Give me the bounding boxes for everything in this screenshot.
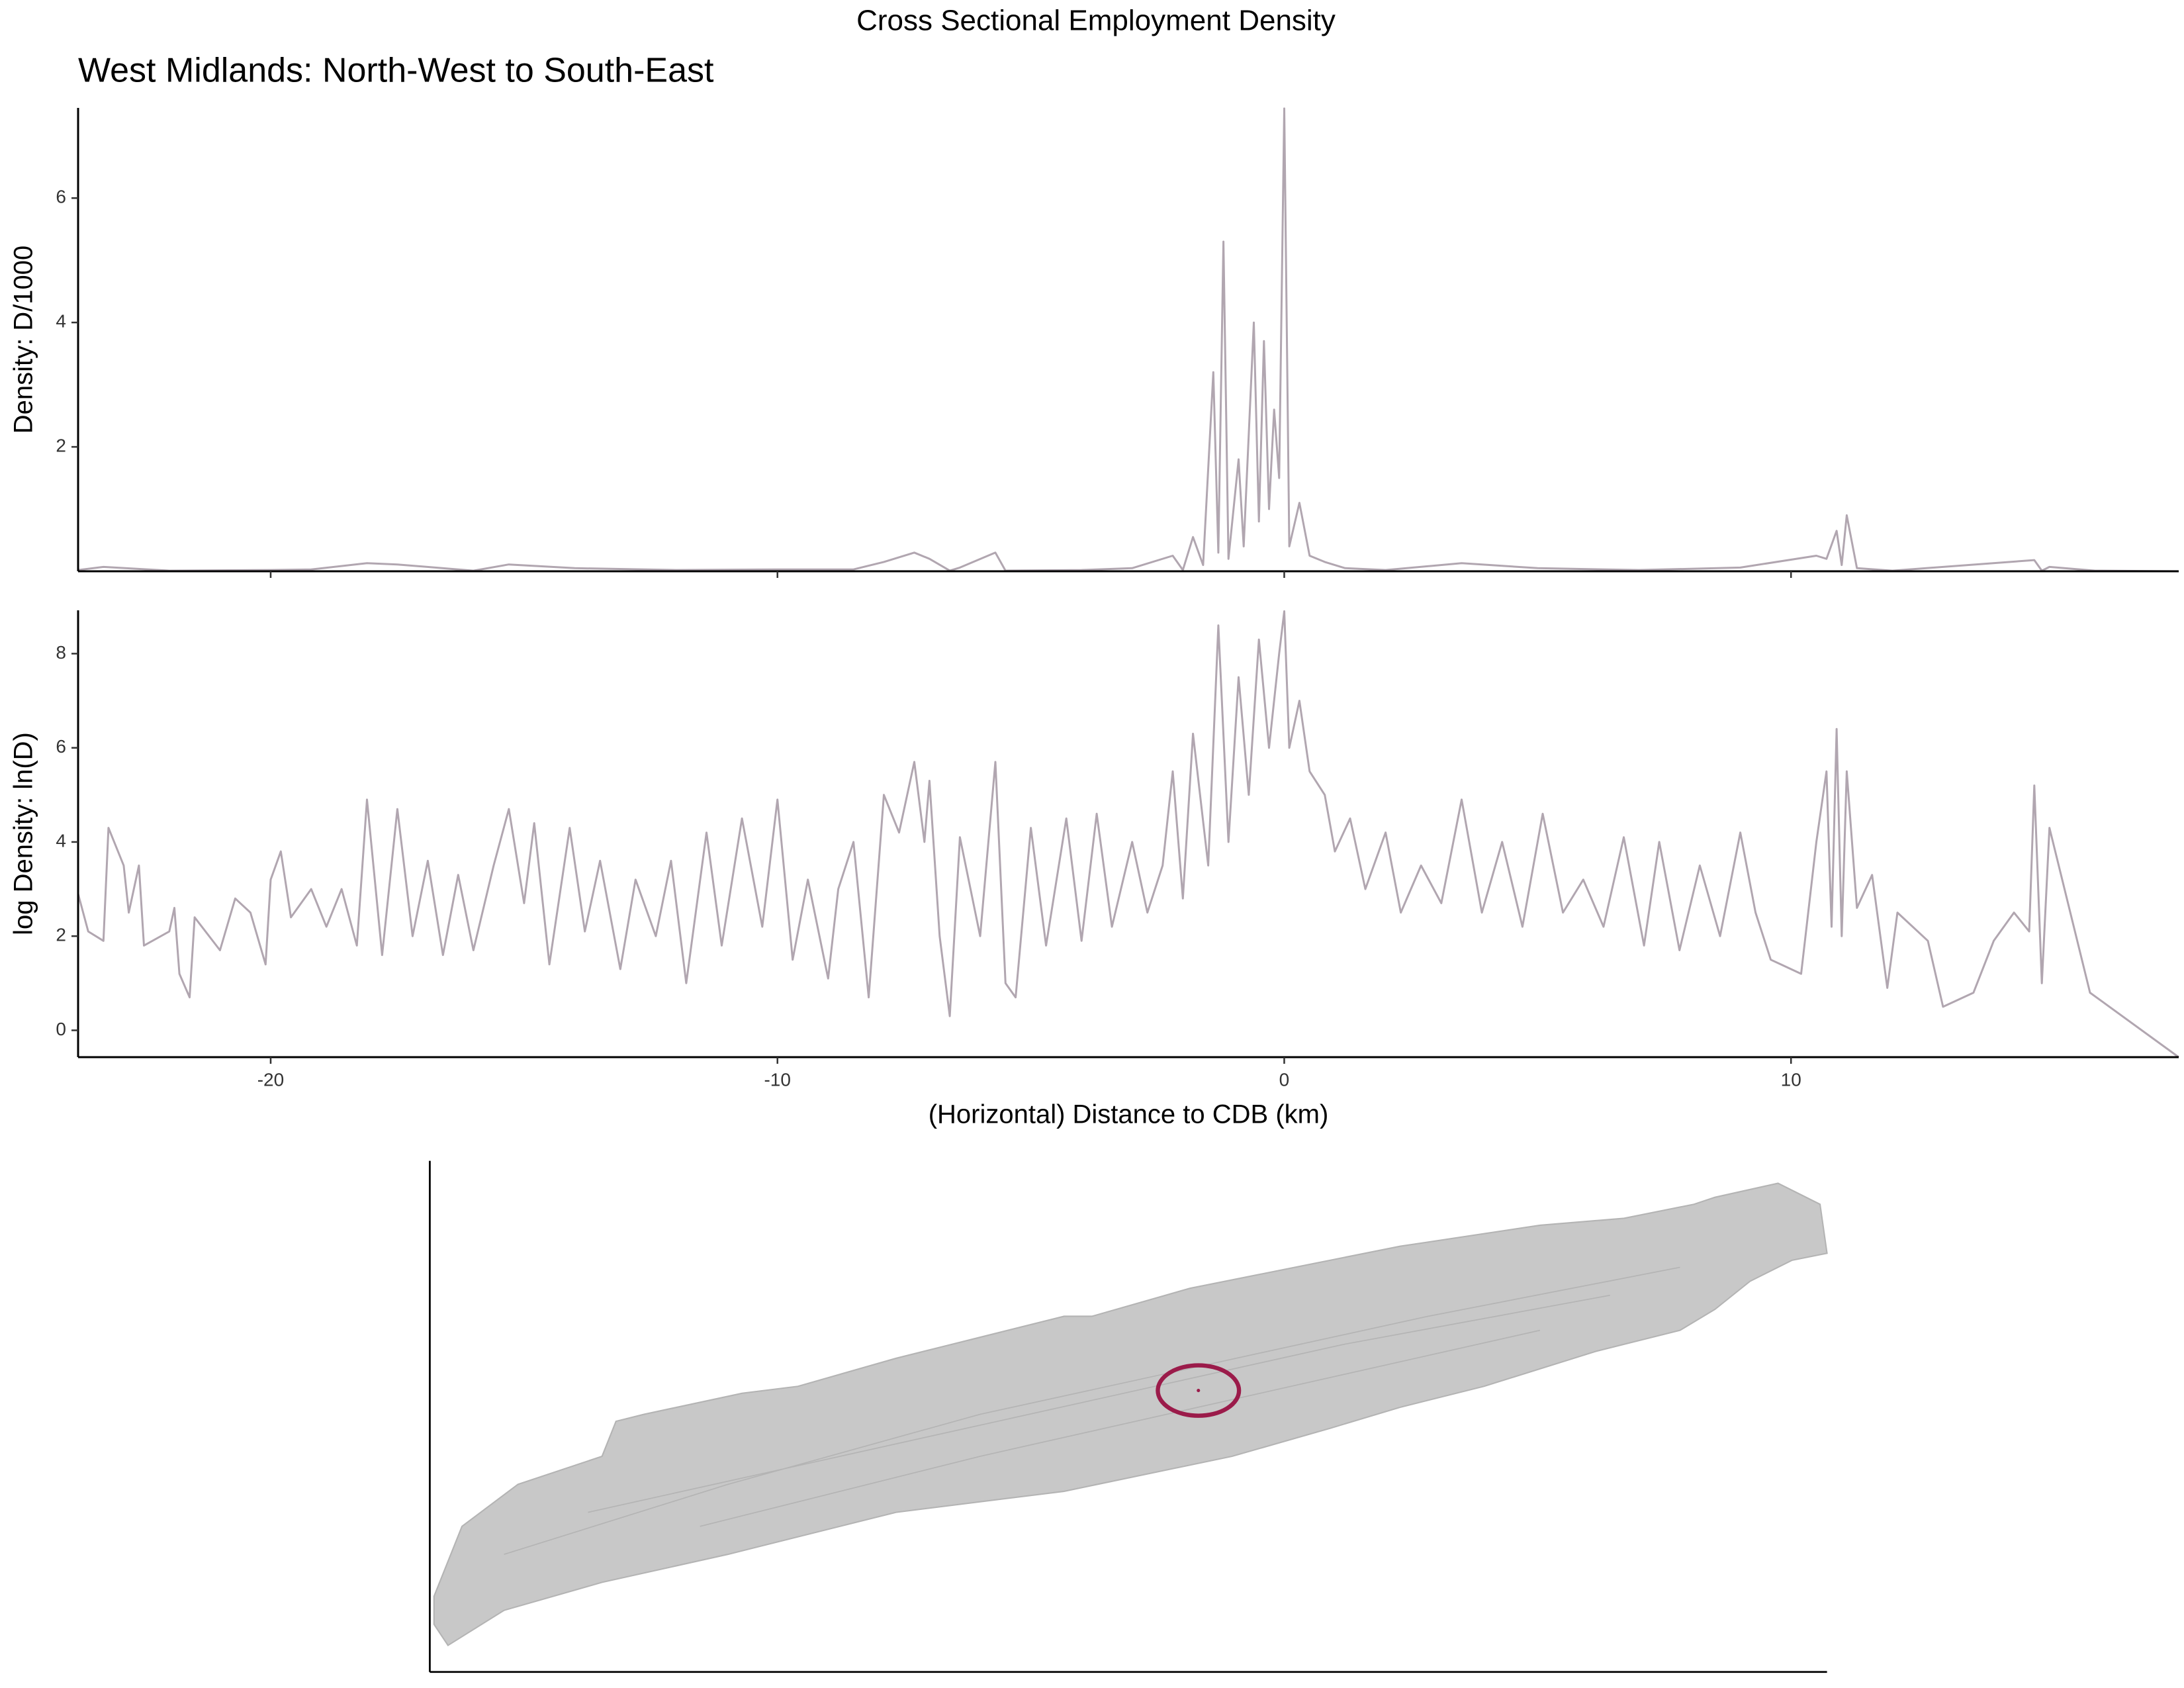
y-tick-label: 4 [56,830,66,851]
chart-title: Cross Sectional Employment Density [856,5,1336,37]
x-tick-label: -20 [257,1069,284,1090]
y-axis-label: Density: D/1000 [9,246,38,434]
map-boundaries [504,1266,1680,1555]
y-tick-label: 4 [56,311,66,332]
y-tick-label: 2 [56,435,66,455]
cbd-ring [1156,1363,1242,1418]
map-region [433,1182,1828,1647]
y-tick-label: 6 [56,736,66,757]
y-tick-label: 8 [56,642,66,663]
y-tick-label: 0 [56,1019,66,1039]
x-tick-label: 10 [1781,1069,1801,1090]
y-axis-label: log Density: ln(D) [9,732,38,935]
cbd-point [1197,1389,1201,1393]
y-tick-label: 6 [56,187,66,207]
x-tick-label: -10 [764,1069,790,1090]
y-tick-label: 2 [56,925,66,945]
chart-subtitle: West Midlands: North-West to South-East [78,52,714,90]
data-line [77,610,2179,1058]
data-line [77,107,2179,573]
x-tick-label: 0 [1279,1069,1290,1090]
map-inset [429,1160,1828,1673]
x-axis-label: (Horizontal) Distance to CDB (km) [929,1100,1329,1129]
